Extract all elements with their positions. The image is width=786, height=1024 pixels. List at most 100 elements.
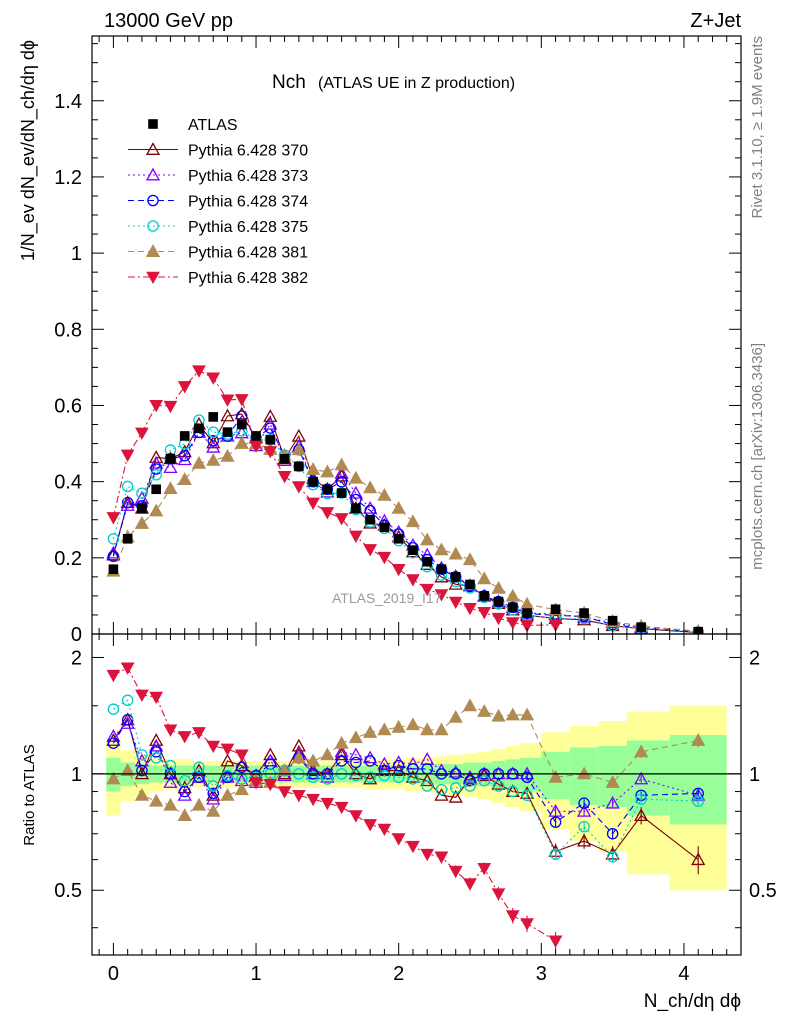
ratio-point bbox=[277, 786, 292, 799]
ratio-point bbox=[149, 793, 164, 807]
ratio-point bbox=[136, 749, 148, 761]
main-point bbox=[234, 394, 249, 407]
ratio-point bbox=[149, 738, 164, 752]
legend-marker bbox=[146, 271, 160, 285]
ratio-point bbox=[521, 789, 533, 802]
main-point bbox=[420, 583, 435, 597]
ratio-point bbox=[349, 810, 363, 823]
ratio-point bbox=[406, 840, 420, 854]
data-point bbox=[208, 412, 219, 422]
main-point bbox=[149, 400, 164, 413]
main-point bbox=[150, 469, 162, 481]
main-point bbox=[149, 455, 164, 469]
ratio-point bbox=[448, 865, 463, 879]
ratio-point bbox=[576, 833, 592, 847]
ratio-point bbox=[263, 747, 278, 761]
main-point bbox=[334, 457, 349, 471]
ratio-point bbox=[277, 763, 292, 776]
ratio-point bbox=[519, 707, 535, 721]
ratio-point bbox=[464, 780, 476, 792]
ratio-point bbox=[234, 758, 249, 772]
ratio-point bbox=[106, 729, 121, 742]
data-point bbox=[579, 608, 589, 618]
main-point bbox=[477, 571, 492, 585]
main-point bbox=[448, 576, 463, 590]
main-point bbox=[178, 449, 191, 462]
main-point bbox=[293, 460, 305, 473]
main-point bbox=[207, 435, 219, 447]
ratio-point bbox=[477, 862, 492, 876]
legend-label: ATLAS bbox=[188, 117, 238, 134]
ratio-point bbox=[448, 789, 463, 803]
ratio-point bbox=[236, 761, 248, 774]
ratio-point bbox=[507, 785, 519, 798]
main-point bbox=[207, 426, 219, 438]
main-point bbox=[206, 439, 221, 453]
ratio-point bbox=[520, 918, 534, 931]
ratio-point bbox=[549, 816, 562, 828]
main-point bbox=[191, 455, 207, 469]
main-point bbox=[177, 381, 192, 394]
main-point bbox=[491, 612, 506, 626]
data-point bbox=[636, 622, 646, 632]
ratio-point bbox=[178, 774, 191, 787]
ratio-point bbox=[191, 797, 207, 811]
main-point bbox=[320, 507, 335, 520]
ratio-line bbox=[113, 667, 556, 942]
main-point bbox=[149, 450, 164, 463]
main-point bbox=[306, 497, 320, 511]
ratio-point bbox=[434, 722, 449, 736]
ratio-point bbox=[576, 803, 592, 817]
ratio-point bbox=[163, 775, 178, 788]
ratio-point bbox=[405, 717, 421, 731]
main-series bbox=[106, 365, 704, 634]
main-point bbox=[548, 619, 563, 632]
ratio-point bbox=[335, 755, 348, 767]
ratio-point bbox=[605, 795, 620, 809]
main-point bbox=[163, 481, 178, 495]
main-y-tick-label: 1.2 bbox=[54, 167, 82, 189]
main-point bbox=[477, 606, 492, 620]
ratio-point bbox=[692, 795, 704, 807]
main-point bbox=[107, 550, 120, 563]
ratio-point bbox=[606, 827, 619, 840]
ratio-point bbox=[364, 771, 376, 783]
ratio-point bbox=[206, 803, 221, 817]
band-inner bbox=[626, 740, 670, 816]
ratio-point bbox=[392, 771, 405, 783]
ratio-point bbox=[306, 793, 320, 807]
data-point bbox=[607, 615, 618, 626]
ratio-point bbox=[120, 763, 135, 776]
ratio-point bbox=[549, 848, 562, 860]
data-point bbox=[151, 484, 161, 495]
main-y-tick-label: 1.4 bbox=[54, 91, 82, 113]
data-point bbox=[279, 453, 290, 464]
ratio-point bbox=[320, 797, 335, 811]
main-point bbox=[519, 596, 535, 610]
main-y-tick-label: 0 bbox=[71, 624, 82, 646]
ratio-point bbox=[505, 910, 520, 923]
ratio-point bbox=[334, 801, 349, 815]
main-point bbox=[263, 446, 278, 459]
ratio-point bbox=[364, 755, 376, 767]
ratio-point bbox=[348, 730, 363, 744]
ratio-point bbox=[548, 769, 563, 783]
ratio-point bbox=[578, 797, 590, 809]
main-point bbox=[263, 409, 278, 422]
data-point bbox=[322, 484, 333, 495]
ratio-point bbox=[462, 698, 478, 712]
ratio-point bbox=[405, 769, 421, 783]
ratio-point bbox=[220, 787, 235, 801]
main-point bbox=[249, 440, 263, 453]
ratio-point bbox=[634, 808, 649, 822]
main-point bbox=[334, 513, 349, 526]
ratio-point bbox=[149, 691, 164, 705]
main-point bbox=[321, 483, 334, 496]
main-line bbox=[112, 423, 699, 633]
ratio-point bbox=[420, 848, 435, 862]
main-y-tick-label: 0.6 bbox=[54, 395, 82, 417]
ratio-point bbox=[192, 727, 206, 740]
ratio-y-tick-label: 0.5 bbox=[54, 880, 82, 902]
ratio-point bbox=[478, 774, 491, 787]
